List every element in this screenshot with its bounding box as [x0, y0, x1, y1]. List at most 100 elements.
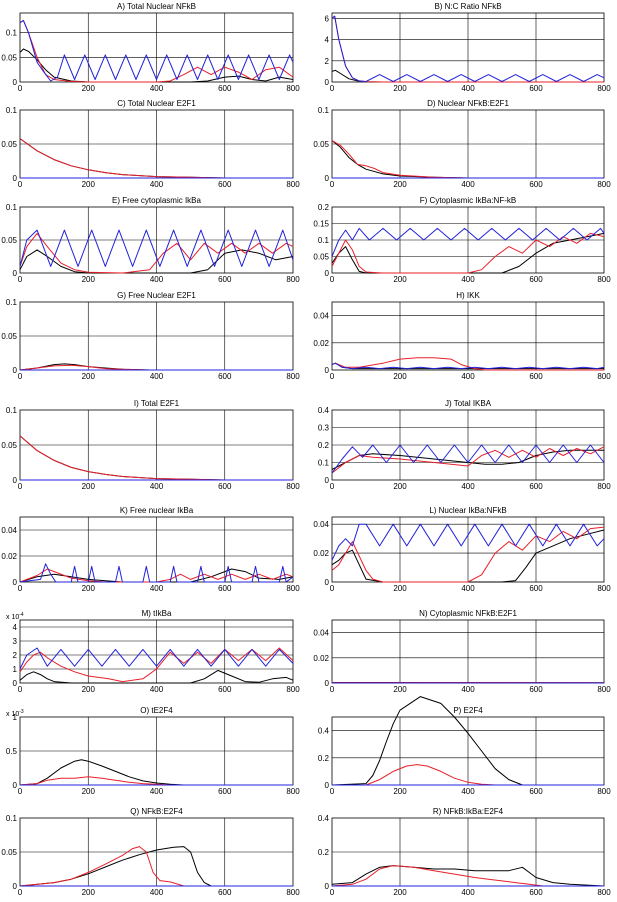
chart-title: D) Nuclear NFkB:E2F1: [427, 99, 509, 108]
x-tick-label: 200: [393, 685, 407, 694]
y-tick-label: 1: [13, 713, 18, 722]
x-tick-label: 400: [461, 584, 475, 593]
x-tick-label: 400: [150, 888, 164, 897]
series-line: [331, 865, 605, 887]
chart-panel: N) Cytoplasmic NFkB:E2F1 0 200 400 600 800 0 0.…: [313, 609, 611, 694]
chart-panel: L) Nuclear IkBa:NFkB 0 200 400 600 800 0 0.02 0.…: [313, 506, 611, 593]
series-line: [331, 227, 605, 257]
x-tick-label: 400: [461, 180, 475, 189]
y-tick-label: 0.1: [6, 106, 18, 115]
x-tick-label: 200: [393, 180, 407, 189]
x-tick-label: 0: [330, 888, 335, 897]
x-tick-label: 600: [218, 84, 232, 93]
x-tick-label: 200: [393, 482, 407, 491]
y-tick-label: 2: [13, 651, 18, 660]
x-tick-label: 0: [330, 685, 335, 694]
x-tick-label: 600: [529, 888, 543, 897]
x-tick-label: 800: [597, 787, 611, 796]
x-tick-label: 400: [150, 584, 164, 593]
x-tick-label: 200: [82, 584, 96, 593]
x-tick-label: 400: [461, 372, 475, 381]
y-tick-label: 0.04: [313, 520, 329, 529]
chart-panel: P) E2F4 0 200 400 600 800 0 0.2 0.4: [318, 696, 611, 796]
y-tick-label: 0: [13, 366, 18, 375]
y-tick-label: 0.3: [318, 424, 330, 433]
chart-panel: J) Total IKBA 0 200 400 600 800 0 0.1 0.2 0.3 0.4: [318, 399, 611, 491]
chart-panel: E) Free cytoplasmic IkBa 0 200 400 600 800 0 0.…: [1, 196, 300, 284]
series-line: [19, 563, 294, 583]
x-tick-label: 400: [150, 685, 164, 694]
x-tick-label: 800: [597, 584, 611, 593]
chart-panel: G) Free Nuclear E2F1 0 200 400 600 800 0 0.05 0.…: [1, 291, 300, 381]
axis-exponent-label: x 10-3: [6, 709, 24, 718]
y-tick-label: 0.2: [318, 754, 330, 763]
x-tick-label: 800: [286, 180, 300, 189]
y-tick-label: 0: [13, 578, 18, 587]
x-tick-label: 600: [218, 888, 232, 897]
x-tick-label: 0: [18, 84, 23, 93]
x-tick-label: 600: [218, 584, 232, 593]
y-tick-label: 0.2: [318, 203, 330, 212]
y-tick-label: 0: [325, 781, 330, 790]
y-tick-label: 0: [13, 476, 18, 485]
x-tick-label: 600: [529, 584, 543, 593]
y-tick-label: 0.05: [1, 332, 17, 341]
x-tick-label: 800: [286, 482, 300, 491]
y-tick-label: 0.1: [6, 29, 18, 38]
y-tick-label: 0.1: [6, 814, 18, 823]
y-tick-label: 0.02: [313, 339, 329, 348]
x-tick-label: 800: [597, 685, 611, 694]
y-tick-label: 0: [325, 679, 330, 688]
chart-title: E) Free cytoplasmic IkBa: [112, 196, 201, 205]
y-tick-label: 0.5: [6, 747, 18, 756]
x-tick-label: 0: [330, 787, 335, 796]
y-tick-label: 0.2: [318, 848, 330, 857]
x-tick-label: 800: [597, 275, 611, 284]
chart-panel: D) Nuclear NFkB:E2F1 0 200 400 600 800 0 0.05 0.…: [313, 99, 611, 189]
series-line: [19, 669, 294, 684]
y-tick-label: 0.02: [313, 654, 329, 663]
x-tick-label: 400: [461, 84, 475, 93]
y-tick-label: 0.02: [313, 549, 329, 558]
x-tick-label: 600: [218, 482, 232, 491]
series-line: [19, 647, 294, 670]
y-tick-label: 0.4: [318, 814, 330, 823]
y-tick-label: 0.05: [1, 441, 17, 450]
chart-panel: O) tE2F4 0 200 400 600 800 0 0.5 1x 10-3: [6, 706, 300, 796]
y-tick-label: 0.05: [1, 236, 17, 245]
x-tick-label: 0: [18, 275, 23, 284]
x-tick-label: 0: [330, 180, 335, 189]
series-line: [331, 444, 605, 474]
x-tick-label: 0: [18, 372, 23, 381]
x-tick-label: 0: [18, 180, 23, 189]
x-tick-label: 600: [218, 180, 232, 189]
chart-title: O) tE2F4: [140, 706, 173, 715]
chart-title: R) NFkB:IkBa:E2F4: [433, 807, 504, 816]
chart-title: P) E2F4: [453, 706, 483, 715]
x-tick-label: 600: [218, 372, 232, 381]
x-tick-label: 200: [82, 180, 96, 189]
x-tick-label: 600: [529, 787, 543, 796]
x-tick-label: 400: [461, 482, 475, 491]
chart-title: H) IKK: [456, 291, 480, 300]
y-tick-label: 0.1: [6, 203, 18, 212]
chart-panel: K) Free nuclear IkBa 0 200 400 600 800 0 0.02 0.…: [1, 506, 300, 593]
y-tick-label: 0: [325, 882, 330, 891]
series-line: [331, 15, 605, 82]
chart-panel: A) Total Nuclear NFkB 0 200 400 600 800 0 0.05 0…: [1, 2, 300, 93]
y-tick-label: 0: [325, 366, 330, 375]
x-tick-label: 800: [286, 584, 300, 593]
series-line: [19, 647, 294, 683]
x-tick-label: 200: [82, 372, 96, 381]
x-tick-label: 200: [82, 888, 96, 897]
series-line: [19, 19, 294, 82]
series-line: [331, 529, 605, 583]
y-tick-label: 2: [325, 57, 330, 66]
chart-title: Q) NFkB:E2F4: [130, 807, 183, 816]
x-tick-label: 200: [393, 888, 407, 897]
x-tick-label: 800: [597, 84, 611, 93]
y-tick-label: 0: [13, 174, 18, 183]
y-tick-label: 0: [13, 269, 18, 278]
chart-title: B) N:C Ratio NFkB: [434, 2, 501, 11]
